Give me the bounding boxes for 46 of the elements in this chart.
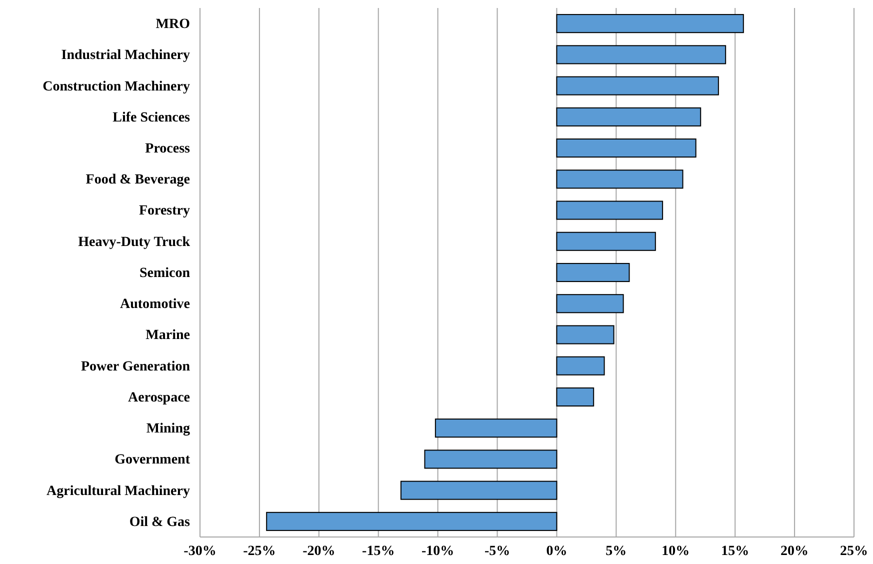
bar bbox=[556, 170, 684, 189]
bar bbox=[424, 450, 558, 469]
bar bbox=[556, 294, 624, 314]
x-tick-label: 20% bbox=[780, 544, 809, 559]
bar bbox=[556, 200, 664, 220]
y-tick-label: Government bbox=[114, 452, 190, 468]
x-tick-label: -10% bbox=[421, 544, 454, 559]
bar bbox=[556, 76, 719, 96]
bar bbox=[556, 262, 630, 282]
y-tick-label: Forestry bbox=[138, 204, 190, 219]
x-tick-label: 25% bbox=[840, 544, 868, 559]
y-tick-label: Industrial Machinery bbox=[61, 48, 190, 64]
x-tick-label: 0% bbox=[546, 544, 568, 559]
x-tick-label: 10% bbox=[662, 544, 690, 559]
y-tick-label: Oil & Gas bbox=[129, 514, 191, 530]
y-tick-label: Marine bbox=[146, 328, 190, 344]
y-tick-label: Mining bbox=[146, 422, 190, 437]
bar bbox=[556, 356, 605, 376]
bar bbox=[556, 14, 744, 34]
x-tick-label: -25% bbox=[243, 544, 276, 559]
bar bbox=[556, 387, 594, 406]
bar bbox=[556, 325, 614, 344]
y-tick-label: Heavy-Duty Truck bbox=[78, 234, 190, 250]
bar bbox=[556, 138, 696, 158]
bar bbox=[556, 45, 726, 64]
y-tick-label: Automotive bbox=[120, 297, 190, 312]
y-tick-label: Construction Machinery bbox=[42, 79, 190, 94]
x-tick-label: 15% bbox=[721, 544, 750, 559]
x-tick-label: 5% bbox=[606, 544, 627, 559]
x-tick-label: -20% bbox=[302, 544, 336, 559]
y-tick-label: Food & Beverage bbox=[86, 172, 190, 188]
y-tick-label: Agricultural Machinery bbox=[46, 484, 190, 499]
bar bbox=[400, 480, 558, 500]
y-tick-label: Power Generation bbox=[81, 359, 190, 374]
y-tick-label: MRO bbox=[156, 17, 190, 32]
y-tick-label: Life Sciences bbox=[112, 110, 191, 126]
bar bbox=[556, 107, 702, 126]
bar bbox=[556, 232, 656, 251]
x-tick-label: -5% bbox=[484, 544, 510, 559]
y-tick-label: Process bbox=[145, 142, 191, 157]
bar bbox=[266, 512, 558, 531]
x-tick-label: -15% bbox=[362, 544, 395, 559]
bar bbox=[434, 418, 558, 438]
x-tick-label: -30% bbox=[184, 544, 216, 559]
y-tick-label: Aerospace bbox=[128, 390, 190, 406]
y-tick-label: Semicon bbox=[139, 266, 190, 281]
